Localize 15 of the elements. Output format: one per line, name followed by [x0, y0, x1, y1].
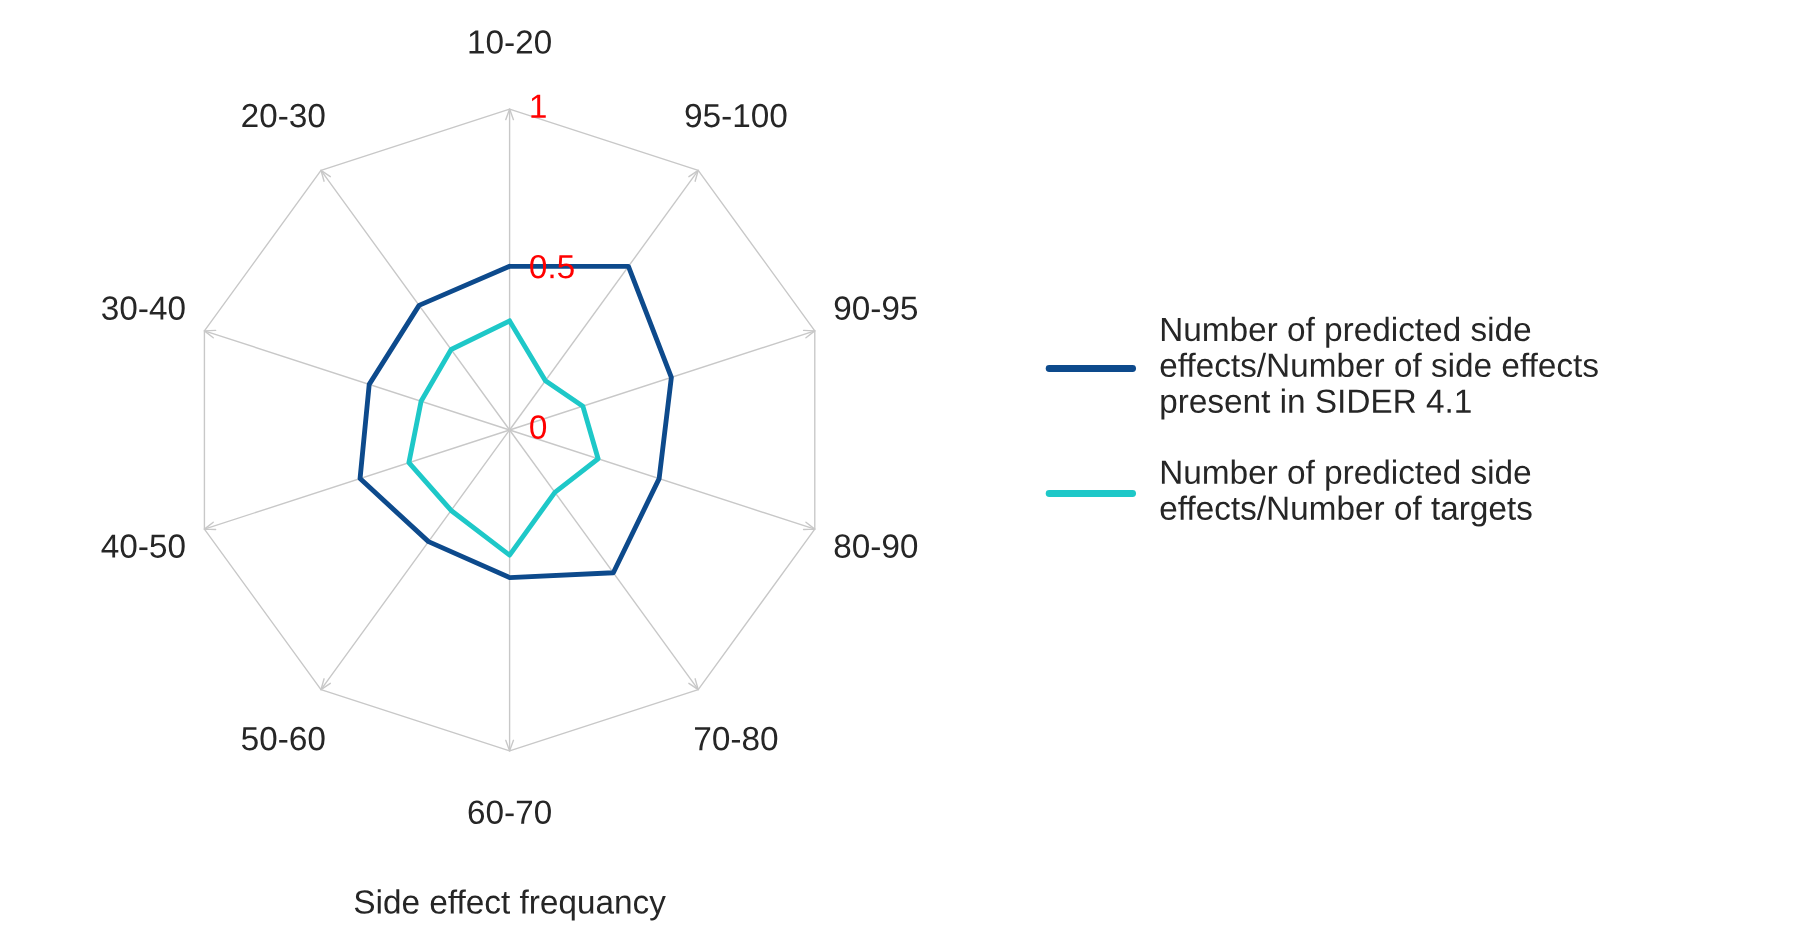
spoke-label: 80-90 [834, 534, 918, 558]
spoke-label: 60-70 [468, 800, 551, 825]
text: Side effect frequancy [354, 889, 666, 921]
spoke-label: 50-60 [241, 726, 325, 751]
spoke-label: 70-80 [695, 726, 778, 751]
y-tick-label: 0 [530, 415, 547, 439]
spoke-label: 30-40 [102, 296, 185, 320]
y-tick-label: 1 [531, 94, 546, 118]
spoke-label: 95-100 [685, 103, 787, 128]
legend-label: Number of predicted side effects/Number of side effects present in SIDER 4.1 [1160, 316, 1598, 420]
spoke-label: 20-30 [242, 103, 325, 128]
legend-label: Number of predicted side effects/Number of targets [1160, 459, 1532, 527]
spoke-label: 40-50 [101, 534, 185, 558]
spoke-label: 10-20 [469, 30, 551, 54]
spoke-label: 90-95 [834, 296, 918, 320]
